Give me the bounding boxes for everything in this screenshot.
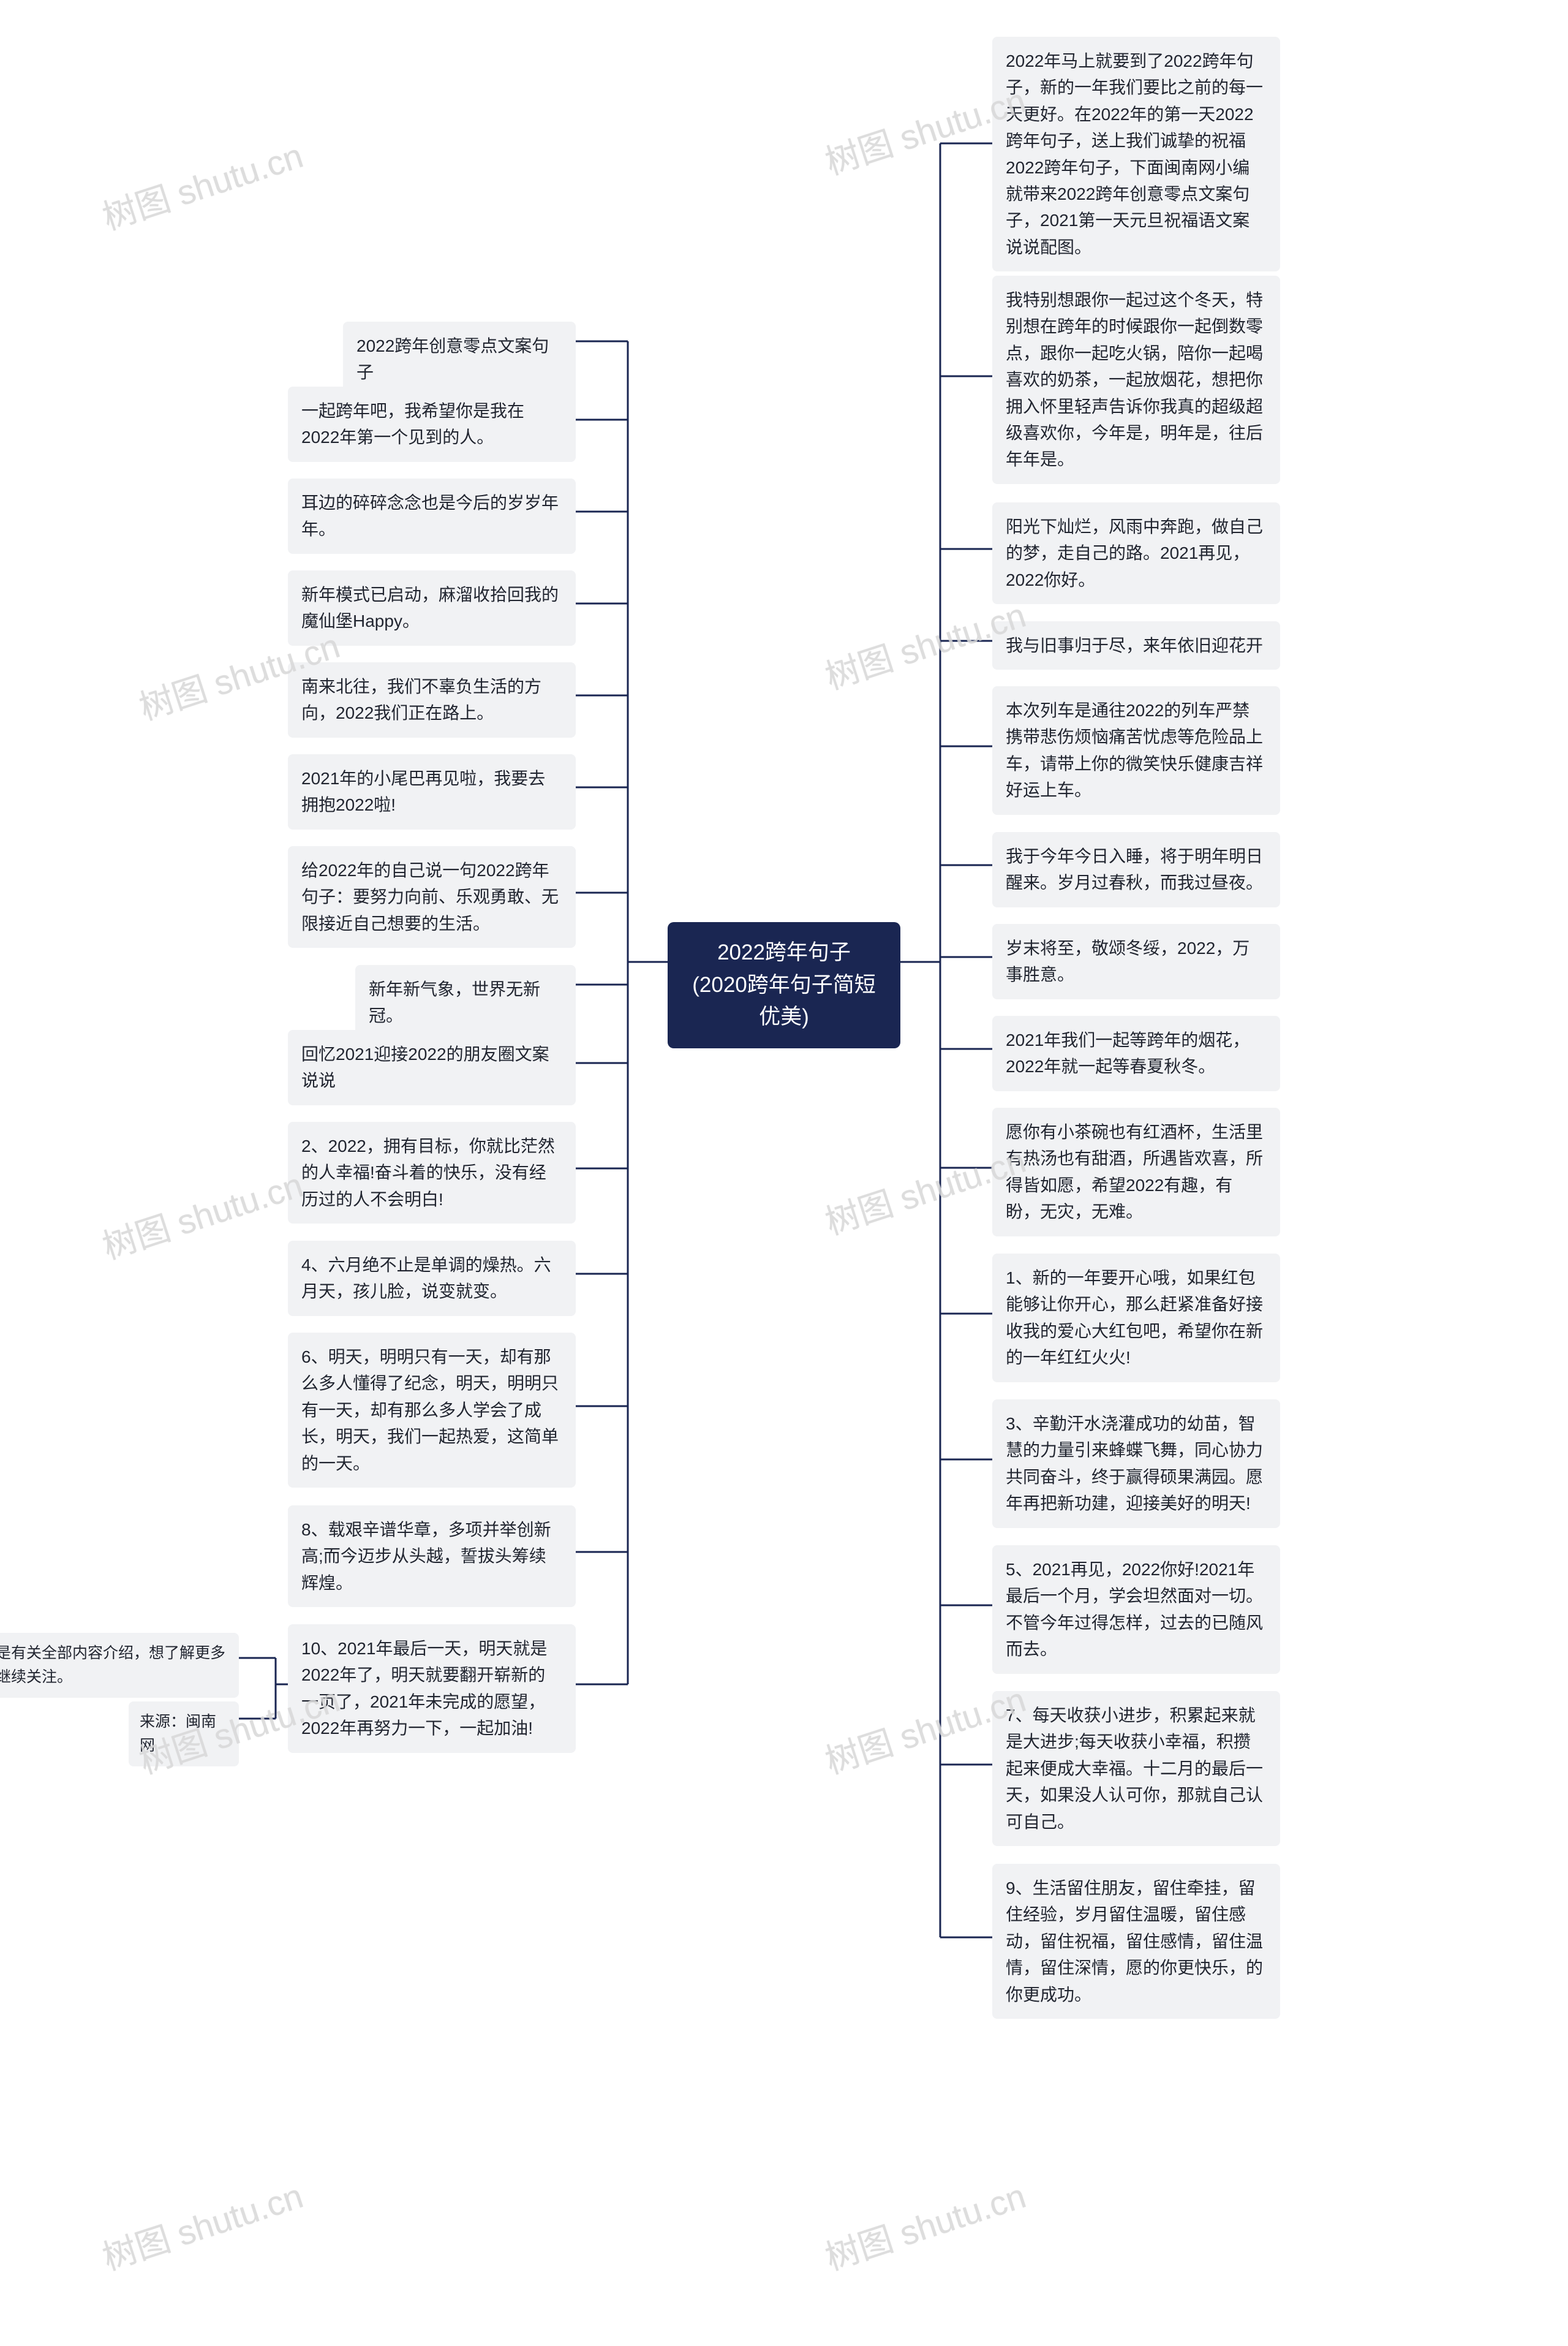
node-text: 2021年的小尾巴再见啦，我要去拥抱2022啦!: [301, 769, 545, 814]
mindmap-node: 4、六月绝不止是单调的燥热。六月天，孩儿脸，说变就变。: [288, 1241, 576, 1316]
node-text: 9、生活留住朋友，留住牵挂，留住经验，岁月留住温暖，留住感动，留住祝福，留住感情…: [1006, 1879, 1263, 2004]
mindmap-node: 2021年我们一起等跨年的烟花，2022年就一起等春夏秋冬。: [992, 1016, 1280, 1091]
mindmap-node: 愿你有小茶碗也有红酒杯，生活里有热汤也有甜酒，所遇皆欢喜，所得皆如愿，希望202…: [992, 1108, 1280, 1236]
node-text: 8、载艰辛谱华章，多项并举创新高;而今迈步从头越，誓拔头筹续辉煌。: [301, 1520, 551, 1592]
node-text: 本次列车是通往2022的列车严禁携带悲伤烦恼痛苦忧虑等危险品上车，请带上你的微笑…: [1006, 701, 1263, 800]
mindmap-node: 8、载艰辛谱华章，多项并举创新高;而今迈步从头越，誓拔头筹续辉煌。: [288, 1505, 576, 1607]
node-text: 2022跨年创意零点文案句子: [356, 336, 549, 382]
mindmap-node: 2022年马上就要到了2022跨年句子，新的一年我们要比之前的每一天更好。在20…: [992, 37, 1280, 271]
mindmap-node: 耳边的碎碎念念也是今后的岁岁年年。: [288, 479, 576, 554]
mindmap-node: 阳光下灿烂，风雨中奔跑，做自己的梦，走自己的路。2021再见，2022你好。: [992, 502, 1280, 604]
mindmap-node: 南来北往，我们不辜负生活的方向，2022我们正在路上。: [288, 662, 576, 738]
node-text: 10、2021年最后一天，明天就是2022年了，明天就要翻开崭新的一页了，202…: [301, 1639, 547, 1738]
mindmap-node: 2、2022，拥有目标，你就比茫然的人幸福!奋斗着的快乐，没有经历过的人不会明白…: [288, 1122, 576, 1224]
mindmap-node: 7、每天收获小进步，积累起来就是大进步;每天收获小幸福，积攒起来便成大幸福。十二…: [992, 1691, 1280, 1846]
center-node: 2022跨年句子(2020跨年句子简短优美): [668, 922, 900, 1048]
mindmap-node: 我与旧事归于尽，来年依旧迎花开: [992, 621, 1280, 670]
mindmap-node: 6、明天，明明只有一天，却有那么多人懂得了纪念，明天，明明只有一天，却有那么多人…: [288, 1333, 576, 1488]
node-text: 新年新气象，世界无新冠。: [369, 980, 540, 1025]
mindmap-node: 1、新的一年要开心哦，如果红包能够让你开心，那么赶紧准备好接收我的爱心大红包吧，…: [992, 1254, 1280, 1382]
node-text: 2、2022，拥有目标，你就比茫然的人幸福!奋斗着的快乐，没有经历过的人不会明白…: [301, 1137, 555, 1209]
node-text: 我与旧事归于尽，来年依旧迎花开: [1006, 636, 1263, 655]
node-text: 一起跨年吧，我希望你是我在2022年第一个见到的人。: [301, 401, 524, 447]
mindmap-node: 9、生活留住朋友，留住牵挂，留住经验，岁月留住温暖，留住感动，留住祝福，留住感情…: [992, 1864, 1280, 2019]
mindmap-node: 我特别想跟你一起过这个冬天，特别想在跨年的时候跟你一起倒数零点，跟你一起吃火锅，…: [992, 276, 1280, 484]
mindmap-node: 回忆2021迎接2022的朋友圈文案说说: [288, 1030, 576, 1105]
node-text: 愿你有小茶碗也有红酒杯，生活里有热汤也有甜酒，所遇皆欢喜，所得皆如愿，希望202…: [1006, 1122, 1263, 1221]
watermark: 树图 shutu.cn: [96, 2169, 309, 2280]
node-text: 1、新的一年要开心哦，如果红包能够让你开心，那么赶紧准备好接收我的爱心大红包吧，…: [1006, 1268, 1263, 1367]
watermark: 树图 shutu.cn: [96, 1158, 309, 1269]
node-text: 6、明天，明明只有一天，却有那么多人懂得了纪念，明天，明明只有一天，却有那么多人…: [301, 1347, 559, 1473]
mindmap-node: 3、辛勤汗水浇灌成功的幼苗，智慧的力量引来蜂蝶飞舞，同心协力共同奋斗，终于赢得硕…: [992, 1399, 1280, 1528]
mindmap-node: 10、2021年最后一天，明天就是2022年了，明天就要翻开崭新的一页了，202…: [288, 1624, 576, 1753]
node-text: 阳光下灿烂，风雨中奔跑，做自己的梦，走自己的路。2021再见，2022你好。: [1006, 517, 1263, 589]
watermark: 树图 shutu.cn: [818, 2169, 1031, 2280]
mindmap-node: 2022跨年创意零点文案句子: [343, 322, 576, 397]
node-text: 以上就是有关全部内容介绍，想了解更多信息请继续关注。: [0, 1644, 225, 1686]
mindmap-node: 来源：闽南网: [129, 1701, 239, 1766]
mindmap-node: 2021年的小尾巴再见啦，我要去拥抱2022啦!: [288, 754, 576, 830]
mindmap-node: 我于今年今日入睡，将于明年明日醒来。岁月过春秋，而我过昼夜。: [992, 832, 1280, 907]
node-text: 2022年马上就要到了2022跨年句子，新的一年我们要比之前的每一天更好。在20…: [1006, 51, 1263, 257]
node-text: 2021年我们一起等跨年的烟花，2022年就一起等春夏秋冬。: [1006, 1031, 1250, 1076]
node-text: 新年模式已启动，麻溜收拾回我的魔仙堡Happy。: [301, 585, 559, 630]
node-text: 3、辛勤汗水浇灌成功的幼苗，智慧的力量引来蜂蝶飞舞，同心协力共同奋斗，终于赢得硕…: [1006, 1414, 1263, 1513]
mindmap-node: 新年新气象，世界无新冠。: [355, 965, 576, 1040]
node-text: 我于今年今日入睡，将于明年明日醒来。岁月过春秋，而我过昼夜。: [1006, 847, 1263, 892]
node-text: 岁末将至，敬颂冬绥，2022，万事胜意。: [1006, 939, 1250, 984]
mindmap-node: 岁末将至，敬颂冬绥，2022，万事胜意。: [992, 924, 1280, 999]
connector-layer: [0, 0, 1568, 2346]
mindmap-node: 给2022年的自己说一句2022跨年句子：要努力向前、乐观勇敢、无限接近自己想要…: [288, 846, 576, 948]
node-text: 给2022年的自己说一句2022跨年句子：要努力向前、乐观勇敢、无限接近自己想要…: [301, 861, 559, 933]
node-text: 南来北往，我们不辜负生活的方向，2022我们正在路上。: [301, 677, 541, 722]
node-text: 我特别想跟你一起过这个冬天，特别想在跨年的时候跟你一起倒数零点，跟你一起吃火锅，…: [1006, 290, 1263, 469]
node-text: 5、2021再见，2022你好!2021年最后一个月，学会坦然面对一切。不管今年…: [1006, 1560, 1263, 1659]
mindmap-node: 5、2021再见，2022你好!2021年最后一个月，学会坦然面对一切。不管今年…: [992, 1545, 1280, 1674]
node-text: 7、每天收获小进步，积累起来就是大进步;每天收获小幸福，积攒起来便成大幸福。十二…: [1006, 1706, 1263, 1831]
watermark: 树图 shutu.cn: [96, 129, 309, 240]
mindmap-node: 新年模式已启动，麻溜收拾回我的魔仙堡Happy。: [288, 570, 576, 646]
center-title: 2022跨年句子(2020跨年句子简短优美): [692, 940, 876, 1029]
node-text: 4、六月绝不止是单调的燥热。六月天，孩儿脸，说变就变。: [301, 1255, 551, 1301]
mindmap-node: 一起跨年吧，我希望你是我在2022年第一个见到的人。: [288, 387, 576, 462]
node-text: 回忆2021迎接2022的朋友圈文案说说: [301, 1045, 549, 1090]
node-text: 来源：闽南网: [140, 1713, 216, 1754]
mindmap-node: 本次列车是通往2022的列车严禁携带悲伤烦恼痛苦忧虑等危险品上车，请带上你的微笑…: [992, 686, 1280, 815]
mindmap-node: 以上就是有关全部内容介绍，想了解更多信息请继续关注。: [0, 1633, 239, 1698]
node-text: 耳边的碎碎念念也是今后的岁岁年年。: [301, 493, 559, 539]
